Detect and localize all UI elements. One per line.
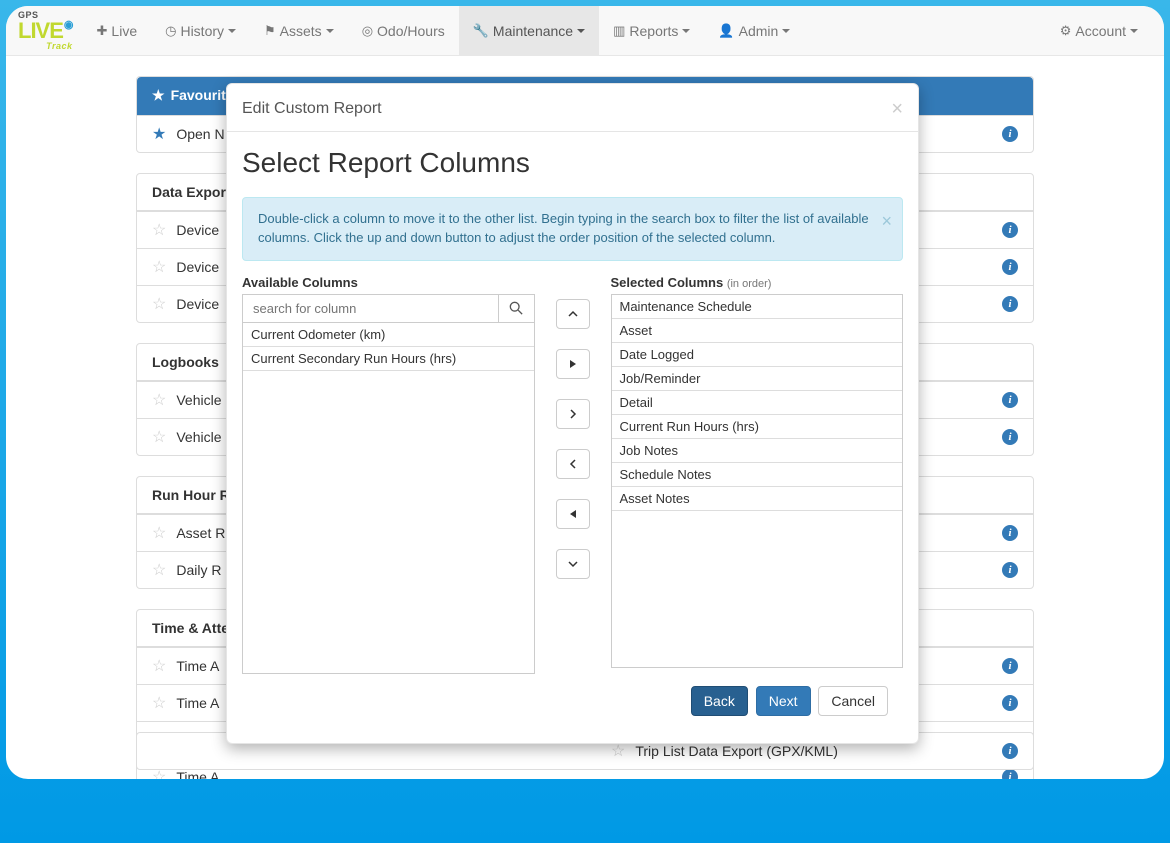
info-icon[interactable]: i bbox=[1002, 562, 1018, 578]
back-button[interactable]: Back bbox=[691, 686, 748, 716]
alert-info: Double-click a column to move it to the … bbox=[242, 197, 903, 261]
selected-column-item[interactable]: Asset bbox=[612, 319, 903, 343]
chevron-down-icon bbox=[568, 559, 578, 569]
navbar: GPS LIVE◉ Track ✚Live ◷History ⚑Assets ◎… bbox=[6, 6, 1164, 56]
star-icon[interactable]: ☆ bbox=[152, 693, 166, 713]
search-input[interactable] bbox=[243, 295, 498, 322]
chevron-right-icon bbox=[568, 409, 578, 419]
selected-column-item[interactable]: Job Notes bbox=[612, 439, 903, 463]
close-alert-icon[interactable]: × bbox=[881, 208, 892, 234]
nav-live[interactable]: ✚Live bbox=[83, 6, 152, 55]
page-title: Select Report Columns bbox=[242, 147, 903, 179]
star-icon[interactable]: ☆ bbox=[152, 523, 166, 543]
move-left-button[interactable] bbox=[556, 449, 590, 479]
info-icon[interactable]: i bbox=[1002, 222, 1018, 238]
chevron-left-icon bbox=[568, 459, 578, 469]
star-icon[interactable]: ☆ bbox=[152, 656, 166, 676]
nav-account[interactable]: ⚙Account bbox=[1046, 6, 1152, 55]
caret-icon bbox=[782, 29, 790, 33]
available-listbox[interactable]: Current Odometer (km)Current Secondary R… bbox=[243, 323, 534, 673]
info-icon[interactable]: i bbox=[1002, 429, 1018, 445]
plus-icon: ✚ bbox=[97, 23, 108, 39]
move-all-right-button[interactable] bbox=[556, 349, 590, 379]
star-icon[interactable]: ☆ bbox=[611, 741, 625, 761]
selected-column-item[interactable]: Detail bbox=[612, 391, 903, 415]
info-icon[interactable]: i bbox=[1002, 126, 1018, 142]
star-icon[interactable]: ☆ bbox=[152, 294, 166, 314]
triangle-right-icon bbox=[569, 359, 577, 369]
available-column-item[interactable]: Current Secondary Run Hours (hrs) bbox=[243, 347, 534, 371]
chevron-up-icon bbox=[568, 309, 578, 319]
selected-column-item[interactable]: Current Run Hours (hrs) bbox=[612, 415, 903, 439]
search-icon bbox=[509, 301, 523, 315]
brand-logo[interactable]: GPS LIVE◉ Track bbox=[18, 11, 73, 51]
info-icon[interactable]: i bbox=[1002, 743, 1018, 759]
modal-edit-report: Edit Custom Report × Select Report Colum… bbox=[226, 83, 919, 744]
next-button[interactable]: Next bbox=[756, 686, 811, 716]
star-icon[interactable]: ★ bbox=[152, 124, 166, 144]
nav-assets[interactable]: ⚑Assets bbox=[250, 6, 348, 55]
info-icon[interactable]: i bbox=[1002, 769, 1018, 779]
star-icon[interactable]: ☆ bbox=[152, 427, 166, 447]
selected-column-item[interactable]: Schedule Notes bbox=[612, 463, 903, 487]
caret-icon bbox=[577, 29, 585, 33]
selected-columns-panel: Selected Columns (in order) Maintenance … bbox=[611, 275, 904, 674]
chart-icon: ▥ bbox=[613, 23, 625, 39]
nav-odo[interactable]: ◎Odo/Hours bbox=[348, 6, 459, 55]
info-icon[interactable]: i bbox=[1002, 259, 1018, 275]
caret-icon bbox=[228, 29, 236, 33]
star-icon[interactable]: ☆ bbox=[152, 220, 166, 240]
transfer-controls bbox=[535, 275, 611, 674]
available-column-item[interactable]: Current Odometer (km) bbox=[243, 323, 534, 347]
selected-column-item[interactable]: Maintenance Schedule bbox=[612, 295, 903, 319]
move-down-button[interactable] bbox=[556, 549, 590, 579]
flag-icon: ⚑ bbox=[264, 23, 276, 39]
info-icon[interactable]: i bbox=[1002, 658, 1018, 674]
nav-reports[interactable]: ▥Reports bbox=[599, 6, 704, 55]
modal-header: Edit Custom Report × bbox=[227, 84, 918, 132]
available-label: Available Columns bbox=[242, 275, 535, 290]
gauge-icon: ◎ bbox=[362, 23, 373, 39]
modal-title: Edit Custom Report bbox=[242, 100, 382, 118]
user-icon: 👤 bbox=[718, 23, 734, 39]
info-icon[interactable]: i bbox=[1002, 525, 1018, 541]
selected-column-item[interactable]: Job/Reminder bbox=[612, 367, 903, 391]
selected-column-item[interactable]: Asset Notes bbox=[612, 487, 903, 511]
nav-admin[interactable]: 👤Admin bbox=[704, 6, 804, 55]
selected-label: Selected Columns (in order) bbox=[611, 275, 904, 290]
nav-history[interactable]: ◷History bbox=[151, 6, 250, 55]
search-button[interactable] bbox=[498, 295, 534, 322]
cancel-button[interactable]: Cancel bbox=[818, 686, 888, 716]
move-all-left-button[interactable] bbox=[556, 499, 590, 529]
selected-listbox[interactable]: Maintenance ScheduleAssetDate LoggedJob/… bbox=[611, 294, 904, 668]
brand-live: LIVE◉ bbox=[18, 20, 73, 42]
move-right-button[interactable] bbox=[556, 399, 590, 429]
triangle-left-icon bbox=[569, 509, 577, 519]
caret-icon bbox=[1130, 29, 1138, 33]
star-icon[interactable]: ☆ bbox=[152, 390, 166, 410]
selected-column-item[interactable]: Date Logged bbox=[612, 343, 903, 367]
nav-maintenance[interactable]: 🔧Maintenance bbox=[459, 6, 599, 55]
available-columns-panel: Available Columns Current Odometer (km)C… bbox=[242, 275, 535, 674]
star-icon: ★ bbox=[152, 87, 165, 103]
brand-track: Track bbox=[18, 42, 73, 51]
star-icon[interactable]: ☆ bbox=[152, 257, 166, 277]
star-icon[interactable]: ☆ bbox=[152, 560, 166, 580]
caret-icon bbox=[682, 29, 690, 33]
clock-icon: ◷ bbox=[165, 23, 176, 39]
wrench-icon: 🔧 bbox=[473, 23, 489, 39]
caret-icon bbox=[326, 29, 334, 33]
move-up-button[interactable] bbox=[556, 299, 590, 329]
gear-icon: ⚙ bbox=[1060, 23, 1072, 39]
modal-footer: Back Next Cancel bbox=[242, 674, 903, 728]
info-icon[interactable]: i bbox=[1002, 695, 1018, 711]
info-icon[interactable]: i bbox=[1002, 296, 1018, 312]
info-icon[interactable]: i bbox=[1002, 392, 1018, 408]
close-icon[interactable]: × bbox=[891, 99, 903, 119]
